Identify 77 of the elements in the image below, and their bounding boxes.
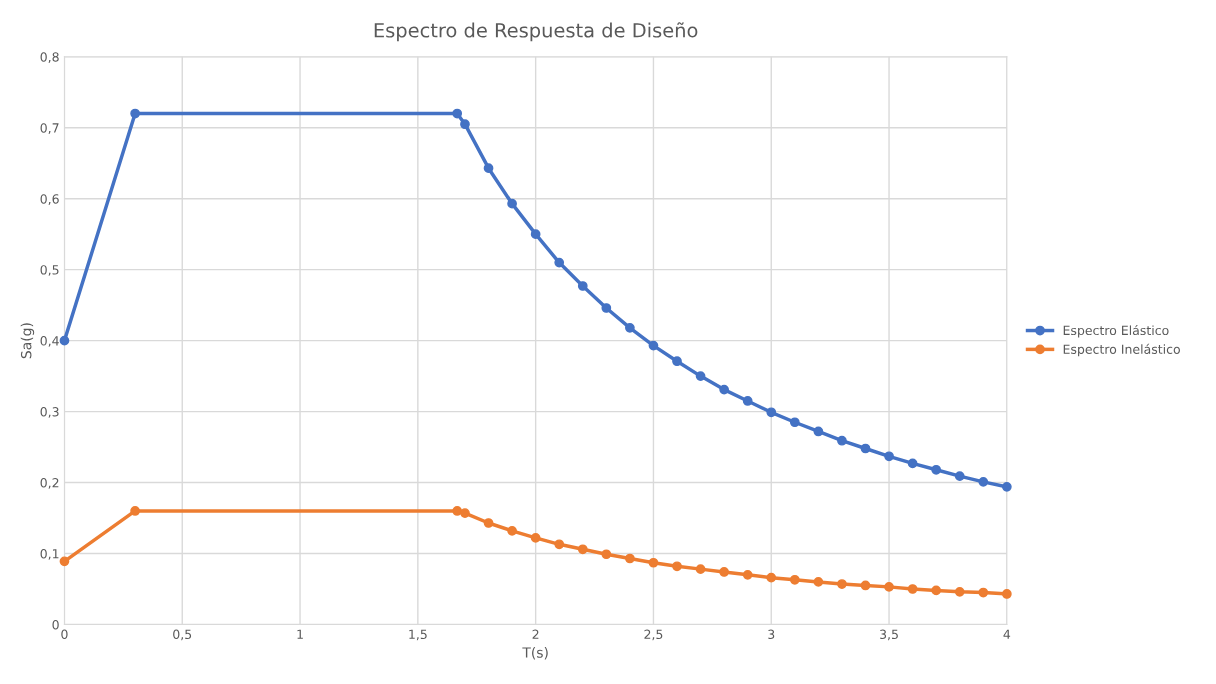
- point: [954, 471, 965, 482]
- x-tick-label: 0: [61, 629, 68, 640]
- legend-label: Espectro Elástico: [1063, 324, 1169, 338]
- x-axis-title: T(s): [522, 647, 548, 660]
- y-tick-label: 0,3: [40, 407, 59, 418]
- point: [860, 443, 871, 454]
- y-tick-label: 0: [52, 619, 59, 630]
- point: [766, 572, 777, 583]
- point: [931, 585, 942, 596]
- point: [59, 335, 70, 346]
- point: [1001, 589, 1012, 599]
- point: [460, 119, 470, 130]
- point: [483, 163, 494, 174]
- point: [577, 544, 588, 555]
- x-tick-label: 2,5: [644, 629, 663, 641]
- legend-label: Espectro Inelástico: [1063, 343, 1180, 357]
- point: [1001, 481, 1012, 492]
- chart-title: Espectro de Respuesta de Diseño: [374, 22, 698, 42]
- x-tick-label: 1: [297, 629, 303, 639]
- point: [978, 587, 989, 598]
- point: [742, 396, 753, 406]
- point: [59, 556, 70, 567]
- point: [907, 458, 918, 469]
- point: [130, 108, 140, 119]
- point: [530, 533, 541, 543]
- point: [884, 451, 894, 462]
- point: [530, 229, 541, 240]
- y-tick-label: 0,8: [40, 52, 59, 63]
- point: [907, 584, 918, 594]
- point: [130, 506, 140, 516]
- x-tick-label: 2: [532, 629, 539, 639]
- x-tick-label: 4: [1003, 629, 1011, 639]
- point: [507, 198, 517, 209]
- x-tick-label: 3,5: [880, 629, 898, 641]
- x-tick-label: 3: [768, 629, 775, 640]
- point: [625, 553, 635, 564]
- point: [695, 371, 706, 381]
- point: [978, 476, 989, 487]
- y-axis-title: Sa(g): [20, 323, 35, 359]
- point: [954, 586, 965, 597]
- point: [601, 303, 612, 313]
- y-tick-label: 0,4: [40, 336, 59, 347]
- point: [789, 417, 800, 428]
- y-tick-label: 0,6: [40, 194, 59, 205]
- point: [719, 384, 729, 395]
- x-tick-label: 0,5: [173, 629, 192, 641]
- y-tick-label: 0,7: [40, 123, 59, 134]
- point: [789, 574, 800, 585]
- point: [860, 580, 871, 591]
- point: [452, 506, 463, 516]
- point: [554, 539, 565, 550]
- point: [625, 322, 635, 333]
- point: [742, 569, 753, 580]
- point: [695, 564, 706, 575]
- point: [672, 561, 682, 572]
- x-tick-label: 1,5: [409, 629, 427, 641]
- point: [884, 582, 894, 592]
- point: [719, 567, 729, 577]
- point: [452, 108, 463, 119]
- point: [483, 518, 494, 528]
- point: [648, 557, 659, 568]
- point: [813, 426, 824, 437]
- y-tick-label: 0,1: [40, 549, 59, 560]
- point: [554, 257, 565, 268]
- point: [813, 577, 824, 587]
- point: [507, 525, 517, 536]
- point: [766, 407, 777, 418]
- point: [577, 281, 588, 291]
- point: [931, 464, 942, 475]
- point: [672, 356, 682, 367]
- point: [837, 435, 847, 446]
- y-tick-label: 0,2: [40, 478, 59, 489]
- point: [837, 579, 847, 589]
- point: [648, 340, 659, 351]
- point: [460, 508, 470, 518]
- y-tick-label: 0,5: [40, 265, 59, 276]
- point: [601, 549, 612, 560]
